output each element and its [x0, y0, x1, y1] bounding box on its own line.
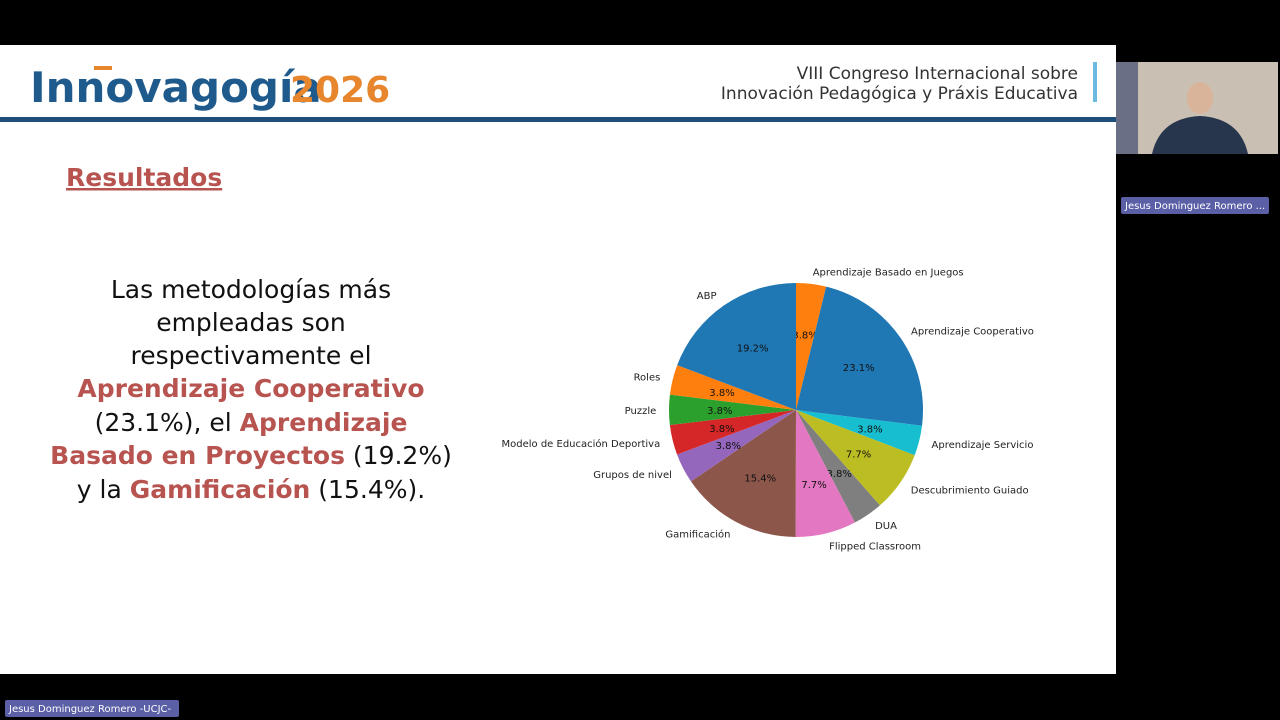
congress-title: VIII Congreso Internacional sobre: [797, 64, 1078, 84]
body-line: Aprendizaje Cooperativo: [77, 374, 424, 403]
text-run: (19.2%): [345, 441, 452, 470]
body-paragraph: Las metodologías más empleadas son respe…: [50, 275, 452, 504]
body-line: (23.1%), el Aprendizaje: [95, 408, 408, 437]
slice-label: Flipped Classroom: [829, 542, 921, 553]
pie-slice: [796, 410, 915, 506]
header-rule: [0, 117, 1116, 122]
pie-slice: [669, 365, 796, 410]
accent-bar: [1093, 62, 1097, 102]
body-line: Basado en Proyectos (19.2%): [50, 441, 452, 470]
slice-percent: 3.8%: [709, 424, 734, 435]
slice-label: Aprendizaje Cooperativo: [911, 327, 1034, 338]
slice-percent: 19.2%: [737, 343, 769, 354]
pie-slice: [796, 410, 923, 456]
emphasis-run: Aprendizaje Cooperativo: [77, 374, 424, 403]
body-line: Las metodologías más: [111, 275, 391, 304]
slice-percent: 15.4%: [744, 473, 776, 484]
pie-slice: [690, 410, 796, 537]
logo-accent: [94, 66, 112, 70]
slice-percent: 3.8%: [716, 441, 741, 452]
slice-percent: 23.1%: [843, 363, 875, 374]
slice-label: ABP: [697, 291, 717, 302]
pie-slice: [677, 283, 796, 410]
slice-label: Roles: [634, 373, 661, 384]
congress-title: Innovación Pedagógica y Práxis Educativa: [721, 84, 1078, 104]
text-run: Las metodologías más: [111, 275, 391, 304]
webcam-background: [1116, 62, 1138, 154]
slide: [0, 45, 1116, 674]
slice-label: Puzzle: [625, 406, 657, 417]
pie-slice: [795, 410, 855, 538]
emphasis-run: Basado en Proyectos: [50, 441, 345, 470]
logo-year: 2026: [290, 70, 390, 111]
pie-slice: [796, 283, 827, 410]
slice-percent: 3.8%: [826, 469, 851, 480]
webcam-person: [1152, 116, 1248, 154]
pie-slice: [796, 286, 923, 426]
name-tag: [5, 700, 179, 717]
slice-label: Grupos de nivel: [593, 470, 672, 481]
emphasis-run: Aprendizaje: [240, 408, 408, 437]
body-line: empleadas son: [156, 308, 346, 337]
pie-slice: [668, 394, 796, 425]
name-tag: [1121, 197, 1269, 214]
slice-percent: 3.8%: [709, 388, 734, 399]
webcam-person: [1187, 82, 1213, 114]
slice-label: DUA: [875, 521, 897, 532]
text-run: y la: [77, 475, 130, 504]
slice-percent: 7.7%: [846, 449, 871, 460]
text-run: empleadas son: [156, 308, 346, 337]
pie-chart: 3.8% Aprendizaje Basado en Juegos 23.1% Apr…: [502, 267, 1034, 552]
pie-slice: [796, 410, 880, 523]
pie-slice: [669, 410, 796, 455]
body-line: respectivamente el: [130, 341, 371, 370]
webcam-thumbnail: [1116, 62, 1278, 154]
text-run: respectivamente el: [130, 341, 371, 370]
slice-label: Descubrimiento Guiado: [911, 486, 1029, 497]
slice-label: Aprendizaje Basado en Juegos: [813, 267, 964, 278]
slice-percent: 3.8%: [857, 424, 882, 435]
slice-label: Aprendizaje Servicio: [932, 440, 1034, 451]
slice-percent: 7.7%: [801, 480, 826, 491]
text-run: (15.4%).: [310, 475, 425, 504]
emphasis-run: Gamificación: [130, 475, 311, 504]
slice-label: Modelo de Educación Deportiva: [502, 438, 661, 450]
speaker-name: Jesus Dominguez Romero -UCJC-: [8, 704, 172, 715]
participant-name: Jesus Dominguez Romero ...: [1124, 201, 1265, 212]
slice-percent: 3.8%: [707, 406, 732, 417]
pie-slice: [677, 410, 796, 482]
slice-label: Gamificación: [665, 528, 730, 540]
slice-percent: 3.8%: [792, 330, 817, 341]
body-line: y la Gamificación (15.4%).: [77, 475, 425, 504]
logo: Innovagogía: [30, 63, 322, 112]
text-run: (23.1%), el: [95, 408, 240, 437]
slide-heading: Resultados: [66, 163, 222, 192]
